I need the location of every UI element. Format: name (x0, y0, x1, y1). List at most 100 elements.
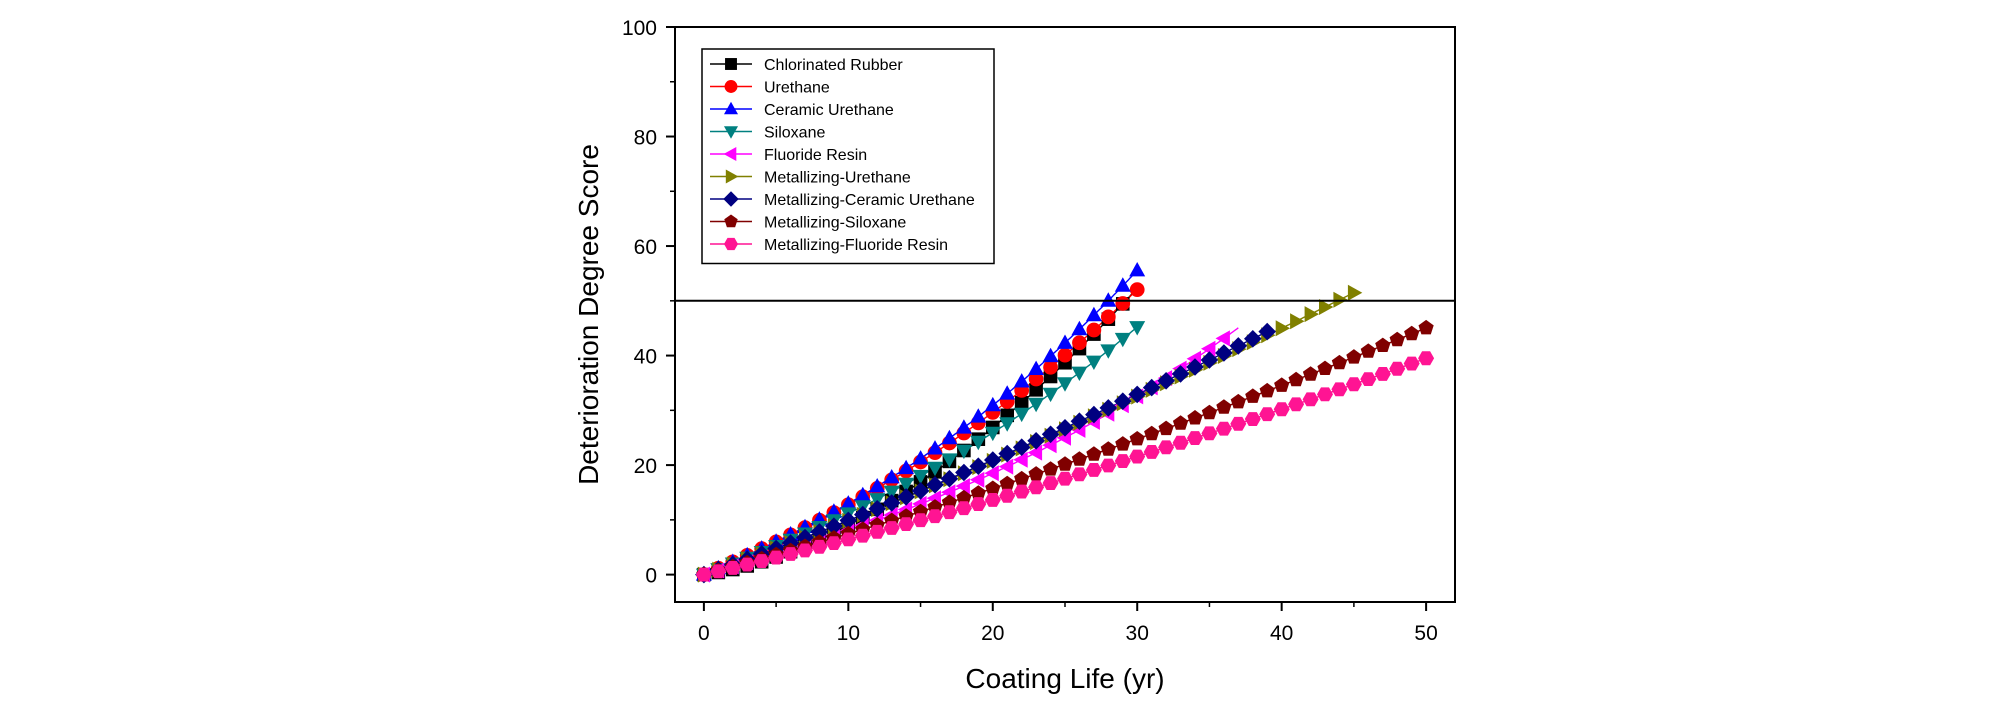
data-point-metallizing-fluoride-resin (724, 561, 741, 575)
data-point-metallizing-siloxane (1418, 319, 1434, 335)
data-point-metallizing-siloxane (1288, 371, 1304, 387)
data-point-metallizing-fluoride-resin (1345, 377, 1362, 392)
data-point-siloxane (1057, 377, 1073, 392)
data-point-ceramic-urethane (1114, 277, 1131, 292)
data-point-fluoride-resin (941, 484, 956, 501)
data-point-metallizing-siloxane (1302, 366, 1319, 381)
data-point-metallizing-fluoride-resin (710, 564, 727, 579)
data-point-metallizing-fluoride-resin (1187, 431, 1203, 445)
series-line-chlorinated-rubber (703, 287, 1138, 576)
data-point-ceramic-urethane (1042, 347, 1059, 363)
data-point-ceramic-urethane (825, 503, 842, 518)
data-point-metallizing-ceramic-urethane (955, 463, 973, 482)
y-tick-label: 20 (634, 455, 657, 478)
data-point-urethane (1072, 335, 1087, 351)
data-point-metallizing-ceramic-urethane (1128, 385, 1146, 404)
legend-marker-ceramic-urethane (724, 101, 738, 115)
data-point-siloxane (970, 435, 987, 451)
data-point-ceramic-urethane (854, 486, 871, 502)
legend-marker-metallizing-fluoride-resin (724, 237, 738, 251)
data-point-metallizing-siloxane (1158, 420, 1174, 436)
data-point-siloxane (883, 485, 900, 500)
data-point-metallizing-fluoride-resin (1013, 484, 1030, 499)
data-point-metallizing-ceramic-urethane (1085, 405, 1103, 424)
legend-label: Ceramic Urethane (764, 102, 894, 119)
data-point-metallizing-fluoride-resin (1403, 356, 1420, 371)
y-tick-label: 100 (622, 17, 657, 40)
data-point-siloxane (1129, 321, 1146, 336)
data-point-metallizing-siloxane (1331, 354, 1348, 370)
data-point-metallizing-siloxane (1187, 410, 1203, 425)
data-point-metallizing-siloxane (1274, 377, 1290, 392)
data-point-metallizing-fluoride-resin (1230, 416, 1247, 431)
legend: Chlorinated Rubber Urethane Ceramic Uretha… (701, 48, 995, 265)
legend-label: Chlorinated Rubber (764, 57, 903, 74)
data-point-metallizing-fluoride-resin (1042, 476, 1059, 490)
legend-item-metallizing-siloxane: Metallizing-Siloxane (710, 214, 906, 232)
data-point-metallizing-fluoride-resin (1129, 449, 1146, 464)
data-point-metallizing-fluoride-resin (869, 524, 886, 539)
data-point-metallizing-ceramic-urethane (1244, 330, 1262, 348)
data-point-metallizing-siloxane (1129, 431, 1145, 446)
data-point-metallizing-ceramic-urethane (1229, 337, 1248, 355)
legend-marker-metallizing-siloxane (724, 214, 738, 228)
data-point-metallizing-fluoride-resin (1389, 361, 1406, 376)
data-point-metallizing-fluoride-resin (1360, 372, 1377, 386)
data-point-metallizing-ceramic-urethane (1186, 358, 1204, 376)
data-point-metallizing-ceramic-urethane (1041, 425, 1060, 444)
data-point-metallizing-siloxane (1172, 415, 1189, 430)
data-point-ceramic-urethane (941, 429, 958, 445)
legend-item-metallizing-fluoride-resin: Metallizing-Fluoride Resin (710, 237, 948, 254)
data-point-metallizing-ceramic-urethane (1258, 322, 1276, 341)
data-point-metallizing-fluoride-resin (797, 543, 813, 558)
data-point-metallizing-siloxane (1057, 456, 1073, 471)
x-tick-label: 50 (1414, 622, 1437, 645)
legend-item-metallizing-urethane: Metallizing-Urethane (710, 169, 911, 187)
data-point-metallizing-fluoride-resin (840, 532, 857, 547)
data-point-siloxane (898, 477, 915, 493)
data-point-ceramic-urethane (1057, 334, 1073, 349)
data-point-fluoride-resin (998, 458, 1014, 475)
data-point-metallizing-siloxane (1028, 466, 1044, 481)
data-point-ceramic-urethane (1028, 360, 1045, 375)
series-line-urethane (703, 289, 1138, 576)
data-point-urethane (1057, 347, 1073, 363)
data-point-metallizing-fluoride-resin (1317, 387, 1333, 402)
data-point-metallizing-fluoride-resin (1100, 458, 1117, 473)
legend-marker-fluoride-resin (723, 147, 737, 161)
data-point-metallizing-ceramic-urethane (1215, 344, 1233, 362)
data-point-metallizing-fluoride-resin (1215, 421, 1232, 436)
data-point-siloxane (1013, 407, 1030, 423)
data-point-metallizing-fluoride-resin (1331, 382, 1348, 397)
x-tick-label: 10 (837, 622, 860, 645)
data-point-siloxane (999, 417, 1016, 432)
data-point-metallizing-fluoride-resin (1057, 471, 1073, 486)
x-tick-label: 30 (1126, 622, 1149, 645)
data-point-metallizing-fluoride-resin (927, 509, 943, 524)
data-point-metallizing-siloxane (1042, 461, 1059, 476)
data-point-metallizing-fluoride-resin (883, 521, 900, 535)
data-point-fluoride-resin (969, 471, 985, 488)
data-point-metallizing-ceramic-urethane (825, 517, 843, 535)
data-point-ceramic-urethane (999, 385, 1016, 400)
data-point-metallizing-siloxane (1346, 349, 1362, 364)
data-point-metallizing-siloxane (1259, 382, 1275, 398)
data-point-metallizing-ceramic-urethane (810, 523, 829, 541)
data-point-metallizing-siloxane (1360, 343, 1376, 358)
data-point-metallizing-fluoride-resin (753, 554, 770, 568)
x-tick-label: 40 (1270, 622, 1293, 645)
data-point-metallizing-fluoride-resin (1158, 440, 1175, 455)
data-point-siloxane (1042, 387, 1059, 403)
data-point-siloxane (1085, 355, 1102, 370)
data-point-chlorinated-rubber (1029, 383, 1043, 397)
data-point-metallizing-fluoride-resin (1374, 367, 1391, 381)
data-point-metallizing-siloxane (1375, 337, 1391, 352)
data-point-siloxane (927, 461, 943, 477)
legend-item-chlorinated-rubber: Chlorinated Rubber (710, 57, 903, 74)
y-tick-label: 80 (634, 127, 657, 150)
data-point-metallizing-siloxane (970, 485, 986, 500)
legend-label: Metallizing-Siloxane (764, 215, 906, 232)
y-axis-title: Deterioration Degree Score (573, 144, 604, 485)
legend-marker-urethane (724, 80, 738, 93)
data-point-ceramic-urethane (927, 440, 943, 455)
